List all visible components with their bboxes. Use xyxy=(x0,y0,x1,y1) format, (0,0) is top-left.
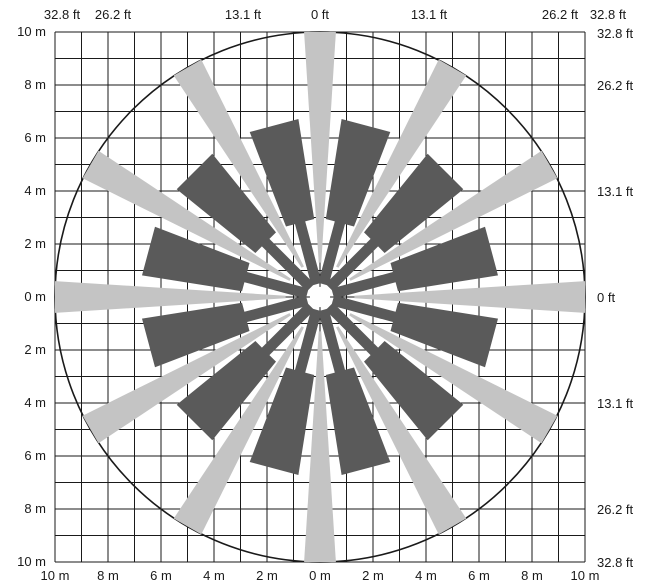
bottom-axis-label: 8 m xyxy=(521,568,543,583)
left-axis-label: 6 m xyxy=(24,130,46,145)
long-range-zone xyxy=(55,281,286,313)
sensor-center xyxy=(309,286,331,308)
right-axis-label: 26.2 ft xyxy=(597,78,634,93)
right-axis-label: 13.1 ft xyxy=(597,184,634,199)
right-axis-label: 32.8 ft xyxy=(597,26,634,41)
left-axis-label: 8 m xyxy=(24,501,46,516)
bottom-axis-label: 4 m xyxy=(203,568,225,583)
long-range-zone xyxy=(336,326,467,535)
long-range-zone xyxy=(336,59,467,268)
top-axis-label: 26.2 ft xyxy=(541,7,579,22)
long-range-zone xyxy=(173,326,304,535)
short-range-zone xyxy=(142,226,309,299)
left-axis-label: 4 m xyxy=(24,395,46,410)
right-axis-label: 13.1 ft xyxy=(597,396,634,411)
top-axis-label: 32.8 ft xyxy=(43,7,81,22)
short-range-zones xyxy=(142,119,498,475)
left-axis-label: 2 m xyxy=(24,236,46,251)
long-range-zones xyxy=(55,32,585,562)
short-range-zone xyxy=(176,153,315,292)
top-axis-label: 13.1 ft xyxy=(224,7,262,22)
left-axis-label: 2 m xyxy=(24,342,46,357)
left-axis-label: 10 m xyxy=(17,24,46,39)
left-axis-label: 6 m xyxy=(24,448,46,463)
top-axis-label: 32.8 ft xyxy=(589,7,627,22)
long-range-zone xyxy=(173,59,304,268)
bottom-axis-label: 10 m xyxy=(40,568,70,583)
long-range-zone xyxy=(354,281,585,313)
short-range-zone xyxy=(142,295,309,368)
bottom-axis-label: 2 m xyxy=(362,568,384,583)
long-range-zone xyxy=(349,313,558,444)
long-range-zone xyxy=(304,32,336,263)
bottom-axis-label: 6 m xyxy=(150,568,172,583)
top-axis-label: 0 ft xyxy=(310,7,330,22)
short-range-zone xyxy=(318,119,391,286)
short-range-zone xyxy=(325,153,464,292)
bottom-axis-label: 4 m xyxy=(415,568,437,583)
short-range-zone xyxy=(249,119,322,286)
left-axis-label: 8 m xyxy=(24,77,46,92)
short-range-zone xyxy=(249,308,322,475)
long-range-zone xyxy=(304,331,336,562)
short-range-zone xyxy=(318,308,391,475)
bottom-axis-label: 10 m xyxy=(570,568,600,583)
right-axis-label: 26.2 ft xyxy=(597,502,634,517)
right-axis-label: 32.8 ft xyxy=(597,555,634,570)
top-axis-label: 26.2 ft xyxy=(94,7,132,22)
short-range-zone xyxy=(176,302,315,441)
short-range-zone xyxy=(331,295,498,368)
left-axis-label: 0 m xyxy=(24,289,46,304)
long-range-zone xyxy=(82,313,291,444)
bottom-axis-label: 2 m xyxy=(256,568,278,583)
left-axis-label: 4 m xyxy=(24,183,46,198)
bottom-axis-label: 6 m xyxy=(468,568,490,583)
bottom-axis-label: 8 m xyxy=(97,568,119,583)
long-range-zone xyxy=(349,150,558,281)
left-axis-label: 10 m xyxy=(17,554,46,569)
top-axis-label: 13.1 ft xyxy=(410,7,448,22)
long-range-zone xyxy=(82,150,291,281)
bottom-axis-label: 0 m xyxy=(309,568,331,583)
right-axis-label: 0 ft xyxy=(597,290,616,305)
short-range-zone xyxy=(325,302,464,441)
short-range-zone xyxy=(331,226,498,299)
